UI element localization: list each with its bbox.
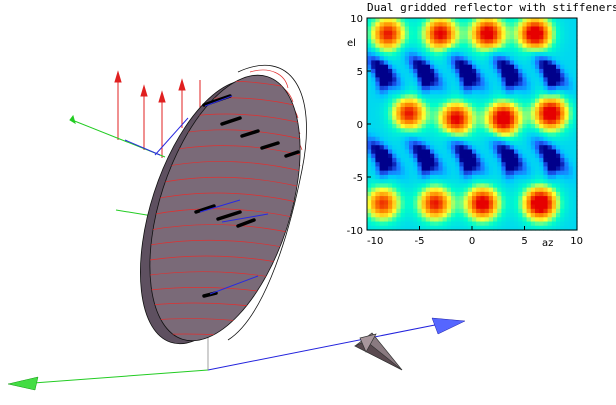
green-axis-arrowhead [7, 376, 39, 391]
blue-axis-line [207, 321, 451, 371]
incident-blue-rays [124, 117, 189, 156]
blue-axis-arrowhead [431, 317, 466, 335]
stiffeners [194, 94, 300, 298]
green-axis-line [19, 369, 209, 385]
feed-horn [354, 332, 403, 371]
reflected-blue-rays [199, 95, 269, 295]
dish-face [149, 74, 301, 342]
